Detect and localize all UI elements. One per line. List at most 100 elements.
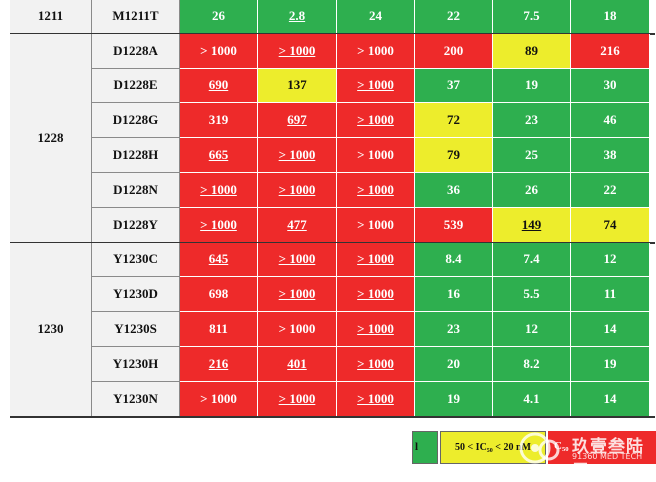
value-text: > 1000 [278,42,316,58]
value-cell: > 1000 [180,207,258,243]
value-text: 37 [447,77,460,93]
value-text: 72 [447,112,460,128]
value-cell: 401 [258,347,337,382]
value-cell: 137 [258,68,337,104]
value-text: > 1000 [357,77,394,93]
compound-id: D1228Y [92,207,180,243]
value-cell: 26 [180,0,258,34]
value-cell: 2.8 [258,0,337,34]
value-text: 79 [447,147,460,163]
value-cell: 8.4 [415,242,493,278]
compound-id: D1228A [92,33,180,69]
value-text: 18 [603,7,617,23]
watermark-logo [519,432,560,464]
value-text: 149 [521,216,542,232]
value-text: 811 [209,321,228,337]
value-text: 19 [525,77,538,93]
value-text: > 1000 [200,390,237,406]
value-text: 74 [603,216,617,232]
value-cell: 74 [571,207,650,243]
value-text: 690 [208,77,229,93]
value-text: 477 [287,216,307,232]
value-cell: 19 [493,68,571,104]
compound-id: D1228G [92,103,180,139]
value-cell: 23 [415,312,493,347]
value-cell: 22 [571,173,650,208]
value-cell: > 1000 [258,277,337,313]
value-cell: 79 [415,138,493,173]
value-cell: 38 [571,138,650,173]
value-text: 25 [525,147,538,163]
compound-id: M1211T [92,0,180,34]
value-cell: > 1000 [180,173,258,208]
compound-id: D1228N [92,173,180,208]
group-label: 1230 [10,242,92,417]
value-text: > 1000 [278,321,316,337]
value-cell: 23 [493,103,571,139]
value-text: > 1000 [357,286,394,302]
value-text: > 1000 [357,42,394,58]
value-text: 216 [208,355,229,371]
value-cell: 7.4 [493,242,571,278]
value-text: 539 [443,216,464,232]
legend-green-swatch: l [412,431,438,464]
value-text: 8.4 [445,251,462,267]
compound-id: Y1230H [92,347,180,382]
value-cell: 477 [258,207,337,243]
value-text: 698 [208,286,229,302]
value-text: 4.1 [523,390,540,406]
value-cell: 19 [415,381,493,417]
value-cell: 36 [415,173,493,208]
value-text: > 1000 [357,321,394,337]
value-cell: > 1000 [258,138,337,173]
value-text: 89 [525,42,538,58]
value-text: 26 [525,181,538,197]
value-text: 11 [603,286,617,302]
value-cell: > 1000 [337,277,415,313]
value-text: 36 [447,181,460,197]
value-text: 7.4 [523,251,540,267]
value-text: 137 [287,77,307,93]
watermark-subtitle: 91360 MED TECH [572,452,643,461]
value-text: 645 [208,251,229,267]
value-text: 12 [603,251,617,267]
value-text: 23 [525,112,538,128]
legend: l 50 < IC₅₀ < 20 nM C₅₀ [412,431,656,464]
value-cell: 12 [571,242,650,278]
compound-id: Y1230D [92,277,180,313]
value-cell: 697 [258,103,337,139]
value-text: > 1000 [357,355,394,371]
value-text: > 1000 [278,390,316,406]
value-text: 697 [287,112,307,128]
value-cell: 216 [571,33,650,69]
value-text: > 1000 [200,181,237,197]
value-cell: 811 [180,312,258,347]
value-text: 8.2 [523,355,540,371]
value-cell: 149 [493,207,571,243]
value-cell: > 1000 [337,138,415,173]
value-cell: > 1000 [180,381,258,417]
value-cell: > 1000 [337,242,415,278]
value-cell: 19 [571,347,650,382]
value-text: > 1000 [357,112,394,128]
value-cell: > 1000 [337,33,415,69]
value-text: > 1000 [357,216,394,232]
group-label: 1211 [10,0,92,34]
value-cell: 20 [415,347,493,382]
value-cell: > 1000 [337,103,415,139]
value-text: > 1000 [278,286,316,302]
value-cell: 89 [493,33,571,69]
value-text: > 1000 [357,147,394,163]
compound-id: Y1230C [92,242,180,278]
value-cell: 30 [571,68,650,104]
value-cell: > 1000 [258,381,337,417]
compound-id: Y1230S [92,312,180,347]
value-text: 2.8 [288,7,306,23]
value-cell: > 1000 [258,173,337,208]
group-label: 1228 [10,33,92,243]
value-text: 24 [369,7,382,23]
value-text: 14 [603,390,617,406]
value-cell: 14 [571,312,650,347]
value-text: > 1000 [278,181,316,197]
value-cell: 11 [571,277,650,313]
